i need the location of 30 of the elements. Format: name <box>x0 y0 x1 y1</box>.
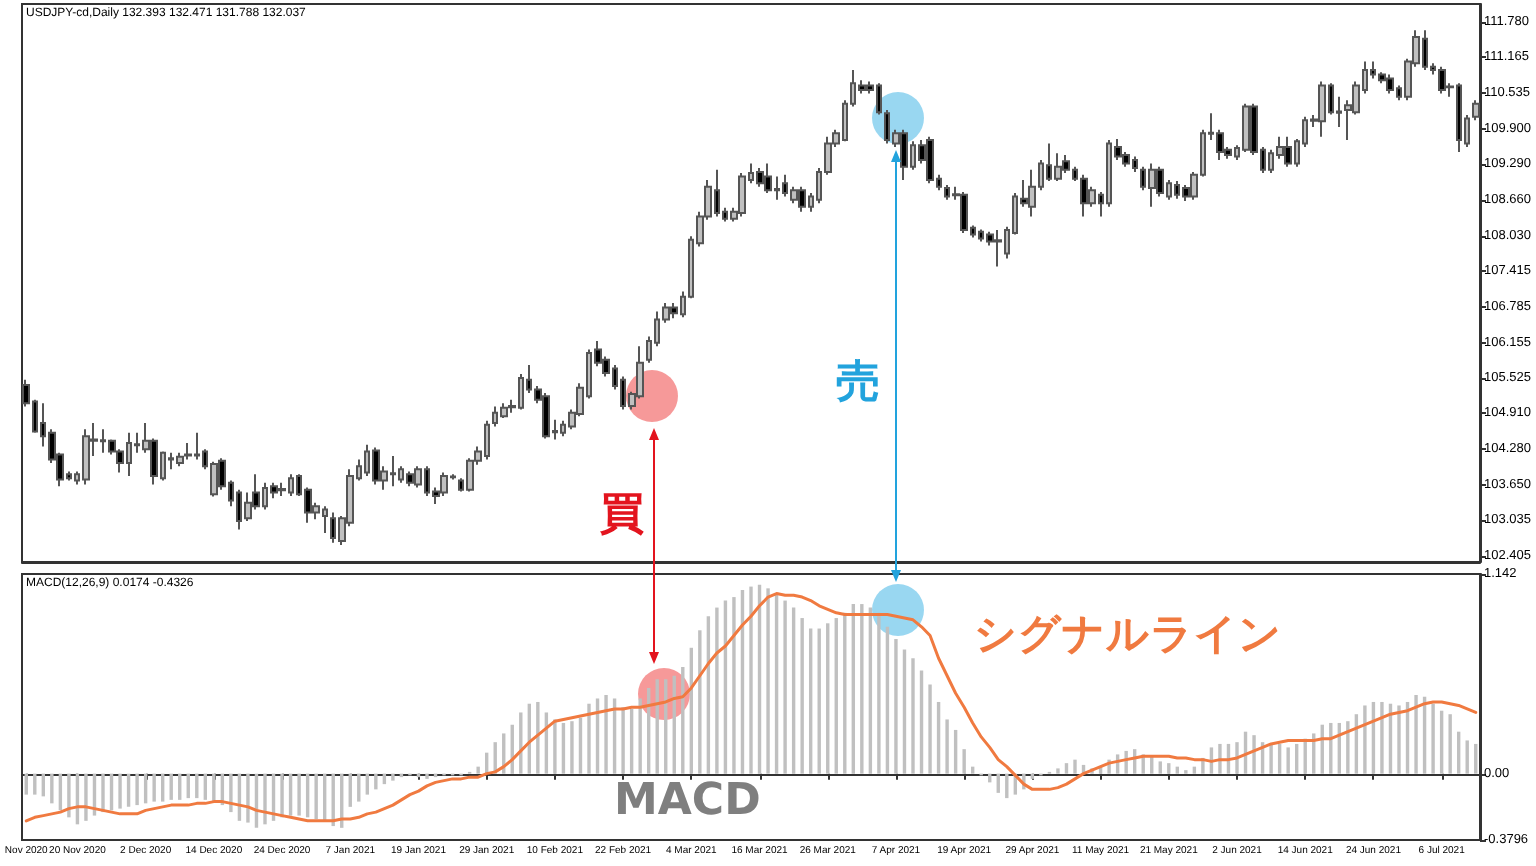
candlestick <box>1284 135 1292 168</box>
candlestick <box>82 428 90 486</box>
candlestick <box>414 465 422 489</box>
candlestick <box>1148 162 1156 208</box>
series-label: シグナルライン <box>974 610 1282 658</box>
candlestick <box>500 402 508 419</box>
candlestick <box>994 229 1002 268</box>
candlestick <box>278 481 286 497</box>
candlestick <box>1242 102 1250 154</box>
candlestick <box>372 446 380 486</box>
candlestick <box>798 185 806 213</box>
candlestick <box>764 162 772 195</box>
candlestick <box>1318 80 1326 138</box>
candlestick <box>406 470 414 488</box>
candlestick <box>542 391 550 440</box>
candlestick <box>756 166 764 188</box>
candlestick <box>1386 73 1394 95</box>
annotation: 買 <box>600 490 644 540</box>
candlestick <box>440 471 448 497</box>
series-label: MACD <box>614 776 761 826</box>
candlestick <box>1028 168 1036 218</box>
candlestick <box>1062 153 1070 175</box>
candlestick <box>1438 65 1446 95</box>
candlestick <box>926 135 934 185</box>
candlestick <box>1080 173 1088 218</box>
candlestick <box>1054 152 1062 183</box>
candlestick <box>176 451 184 468</box>
annotation: 売 <box>836 358 880 408</box>
candlestick <box>900 128 908 181</box>
candlestick <box>960 190 968 234</box>
